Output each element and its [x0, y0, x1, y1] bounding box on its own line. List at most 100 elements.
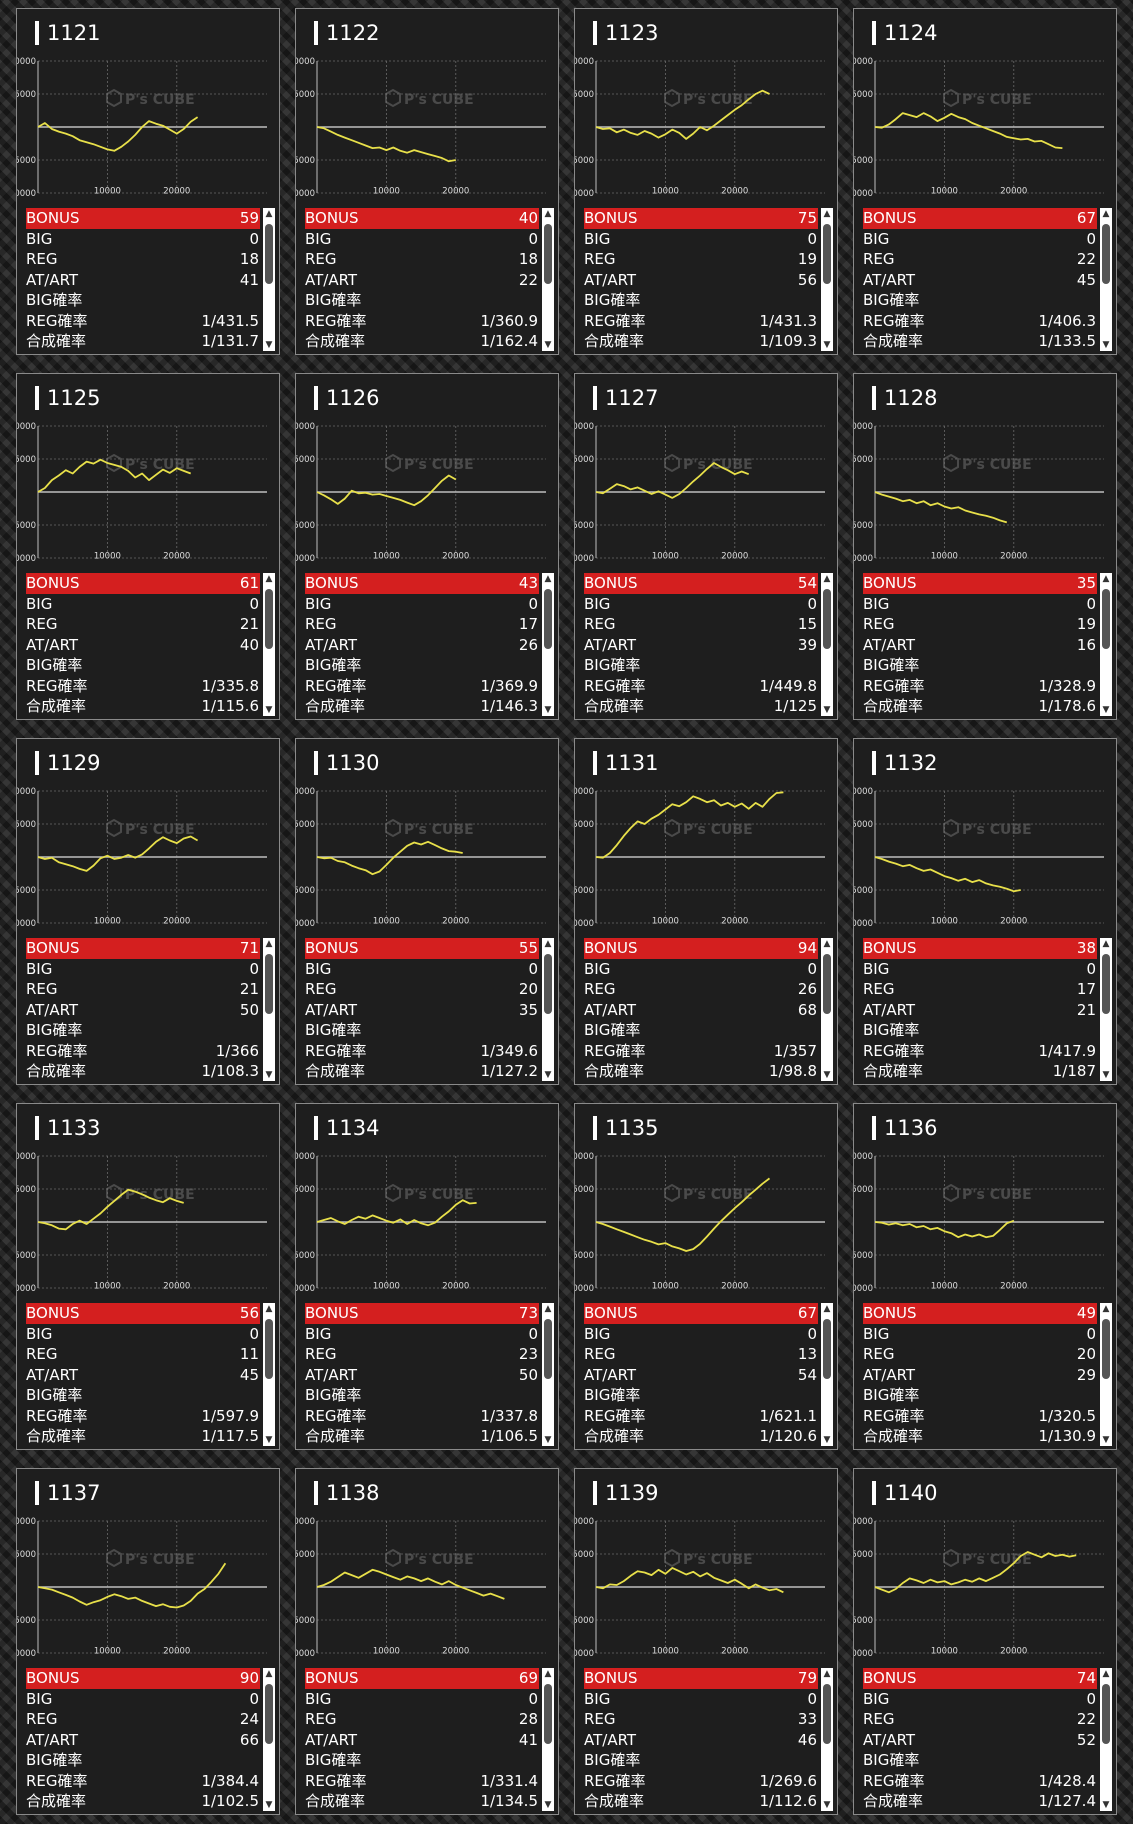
scroll-down-icon[interactable]: ▼	[265, 1070, 273, 1080]
scroll-down-icon[interactable]: ▼	[823, 1800, 831, 1810]
scroll-down-icon[interactable]: ▼	[544, 705, 552, 715]
scroll-up-icon[interactable]: ▲	[544, 574, 552, 584]
machine-card[interactable]: 1135 P's CUBE 10000 5000 -5000 -10000 10000 200…	[574, 1103, 838, 1450]
scroll-thumb[interactable]	[544, 1319, 552, 1379]
scroll-up-icon[interactable]: ▲	[265, 209, 273, 219]
scroll-thumb[interactable]	[265, 224, 273, 284]
machine-card[interactable]: 1123 P's CUBE 10000 5000 -5000 -10000 10000 200…	[574, 8, 838, 355]
scroll-down-icon[interactable]: ▼	[823, 340, 831, 350]
stats-scrollbar[interactable]: ▲ ▼	[263, 1303, 275, 1446]
machine-card[interactable]: 1127 P's CUBE 10000 5000 -5000 -10000 10000 200…	[574, 373, 838, 720]
machine-card[interactable]: 1132 P's CUBE 10000 5000 -5000 -10000 10000 200…	[853, 738, 1117, 1085]
scroll-up-icon[interactable]: ▲	[1102, 1304, 1110, 1314]
scroll-thumb[interactable]	[544, 1684, 552, 1744]
scroll-up-icon[interactable]: ▲	[1102, 574, 1110, 584]
scroll-up-icon[interactable]: ▲	[823, 1304, 831, 1314]
stats-scrollbar[interactable]: ▲ ▼	[1100, 573, 1112, 716]
stats-scrollbar[interactable]: ▲ ▼	[1100, 1668, 1112, 1811]
scroll-down-icon[interactable]: ▼	[1102, 1800, 1110, 1810]
scroll-thumb[interactable]	[1102, 1319, 1110, 1379]
stats-scrollbar[interactable]: ▲ ▼	[263, 1668, 275, 1811]
scroll-thumb[interactable]	[823, 954, 831, 1014]
scroll-up-icon[interactable]: ▲	[265, 574, 273, 584]
stats-scrollbar[interactable]: ▲ ▼	[821, 938, 833, 1081]
scroll-thumb[interactable]	[544, 224, 552, 284]
scroll-up-icon[interactable]: ▲	[1102, 1669, 1110, 1679]
scroll-up-icon[interactable]: ▲	[544, 939, 552, 949]
scroll-thumb[interactable]	[265, 954, 273, 1014]
scroll-down-icon[interactable]: ▼	[1102, 1070, 1110, 1080]
scroll-down-icon[interactable]: ▼	[544, 1070, 552, 1080]
scroll-thumb[interactable]	[1102, 224, 1110, 284]
scroll-up-icon[interactable]: ▲	[265, 939, 273, 949]
machine-card[interactable]: 1133 P's CUBE 10000 5000 -5000 -10000 10000 200…	[16, 1103, 280, 1450]
scroll-thumb[interactable]	[265, 1319, 273, 1379]
scroll-thumb[interactable]	[823, 224, 831, 284]
scroll-up-icon[interactable]: ▲	[823, 1669, 831, 1679]
scroll-up-icon[interactable]: ▲	[1102, 209, 1110, 219]
machine-card[interactable]: 1140 P's CUBE 10000 5000 -5000 -10000 10000 200…	[853, 1468, 1117, 1815]
scroll-down-icon[interactable]: ▼	[823, 1435, 831, 1445]
stats-scrollbar[interactable]: ▲ ▼	[542, 1668, 554, 1811]
machine-card[interactable]: 1121 P's CUBE 10000 5000 -5000 -10000 10000 200…	[16, 8, 280, 355]
machine-card[interactable]: 1138 P's CUBE 10000 5000 -5000 -10000 10000 200…	[295, 1468, 559, 1815]
scroll-down-icon[interactable]: ▼	[1102, 340, 1110, 350]
scroll-thumb[interactable]	[544, 954, 552, 1014]
scroll-down-icon[interactable]: ▼	[1102, 1435, 1110, 1445]
scroll-up-icon[interactable]: ▲	[823, 574, 831, 584]
scroll-up-icon[interactable]: ▲	[265, 1304, 273, 1314]
stats-scrollbar[interactable]: ▲ ▼	[821, 573, 833, 716]
stats-scrollbar[interactable]: ▲ ▼	[821, 208, 833, 351]
machine-card[interactable]: 1139 P's CUBE 10000 5000 -5000 -10000 10000 200…	[574, 1468, 838, 1815]
stats-scrollbar[interactable]: ▲ ▼	[263, 573, 275, 716]
machine-card[interactable]: 1129 P's CUBE 10000 5000 -5000 -10000 10000 200…	[16, 738, 280, 1085]
stats-scrollbar[interactable]: ▲ ▼	[542, 938, 554, 1081]
machine-card[interactable]: 1137 P's CUBE 10000 5000 -5000 -10000 10000 200…	[16, 1468, 280, 1815]
scroll-thumb[interactable]	[544, 589, 552, 649]
machine-card[interactable]: 1134 P's CUBE 10000 5000 -5000 -10000 10000 200…	[295, 1103, 559, 1450]
scroll-down-icon[interactable]: ▼	[265, 705, 273, 715]
scroll-thumb[interactable]	[265, 1684, 273, 1744]
machine-card[interactable]: 1128 P's CUBE 10000 5000 -5000 -10000 10000 200…	[853, 373, 1117, 720]
scroll-down-icon[interactable]: ▼	[544, 340, 552, 350]
stats-scrollbar[interactable]: ▲ ▼	[542, 1303, 554, 1446]
stats-scrollbar[interactable]: ▲ ▼	[263, 208, 275, 351]
stats-scrollbar[interactable]: ▲ ▼	[542, 573, 554, 716]
stats-scrollbar[interactable]: ▲ ▼	[1100, 938, 1112, 1081]
machine-card[interactable]: 1122 P's CUBE 10000 5000 -5000 -10000 10000 200…	[295, 8, 559, 355]
stats-scrollbar[interactable]: ▲ ▼	[263, 938, 275, 1081]
stats-scrollbar[interactable]: ▲ ▼	[821, 1303, 833, 1446]
scroll-down-icon[interactable]: ▼	[1102, 705, 1110, 715]
machine-card[interactable]: 1124 P's CUBE 10000 5000 -5000 -10000 10000 200…	[853, 8, 1117, 355]
scroll-down-icon[interactable]: ▼	[544, 1435, 552, 1445]
scroll-up-icon[interactable]: ▲	[265, 1669, 273, 1679]
scroll-down-icon[interactable]: ▼	[265, 1800, 273, 1810]
stats-scrollbar[interactable]: ▲ ▼	[1100, 1303, 1112, 1446]
stats-scrollbar[interactable]: ▲ ▼	[821, 1668, 833, 1811]
scroll-down-icon[interactable]: ▼	[823, 1070, 831, 1080]
scroll-down-icon[interactable]: ▼	[265, 1435, 273, 1445]
scroll-up-icon[interactable]: ▲	[544, 1304, 552, 1314]
scroll-thumb[interactable]	[823, 1684, 831, 1744]
scroll-down-icon[interactable]: ▼	[265, 340, 273, 350]
scroll-up-icon[interactable]: ▲	[1102, 939, 1110, 949]
scroll-up-icon[interactable]: ▲	[544, 209, 552, 219]
scroll-thumb[interactable]	[823, 1319, 831, 1379]
scroll-up-icon[interactable]: ▲	[544, 1669, 552, 1679]
scroll-up-icon[interactable]: ▲	[823, 209, 831, 219]
scroll-up-icon[interactable]: ▲	[823, 939, 831, 949]
scroll-thumb[interactable]	[265, 589, 273, 649]
scroll-down-icon[interactable]: ▼	[544, 1800, 552, 1810]
scroll-thumb[interactable]	[823, 589, 831, 649]
stats-scrollbar[interactable]: ▲ ▼	[542, 208, 554, 351]
scroll-thumb[interactable]	[1102, 589, 1110, 649]
scroll-thumb[interactable]	[1102, 954, 1110, 1014]
machine-card[interactable]: 1131 P's CUBE 10000 5000 -5000 -10000 10000 200…	[574, 738, 838, 1085]
scroll-thumb[interactable]	[1102, 1684, 1110, 1744]
stats-scrollbar[interactable]: ▲ ▼	[1100, 208, 1112, 351]
machine-card[interactable]: 1126 P's CUBE 10000 5000 -5000 -10000 10000 200…	[295, 373, 559, 720]
scroll-down-icon[interactable]: ▼	[823, 705, 831, 715]
